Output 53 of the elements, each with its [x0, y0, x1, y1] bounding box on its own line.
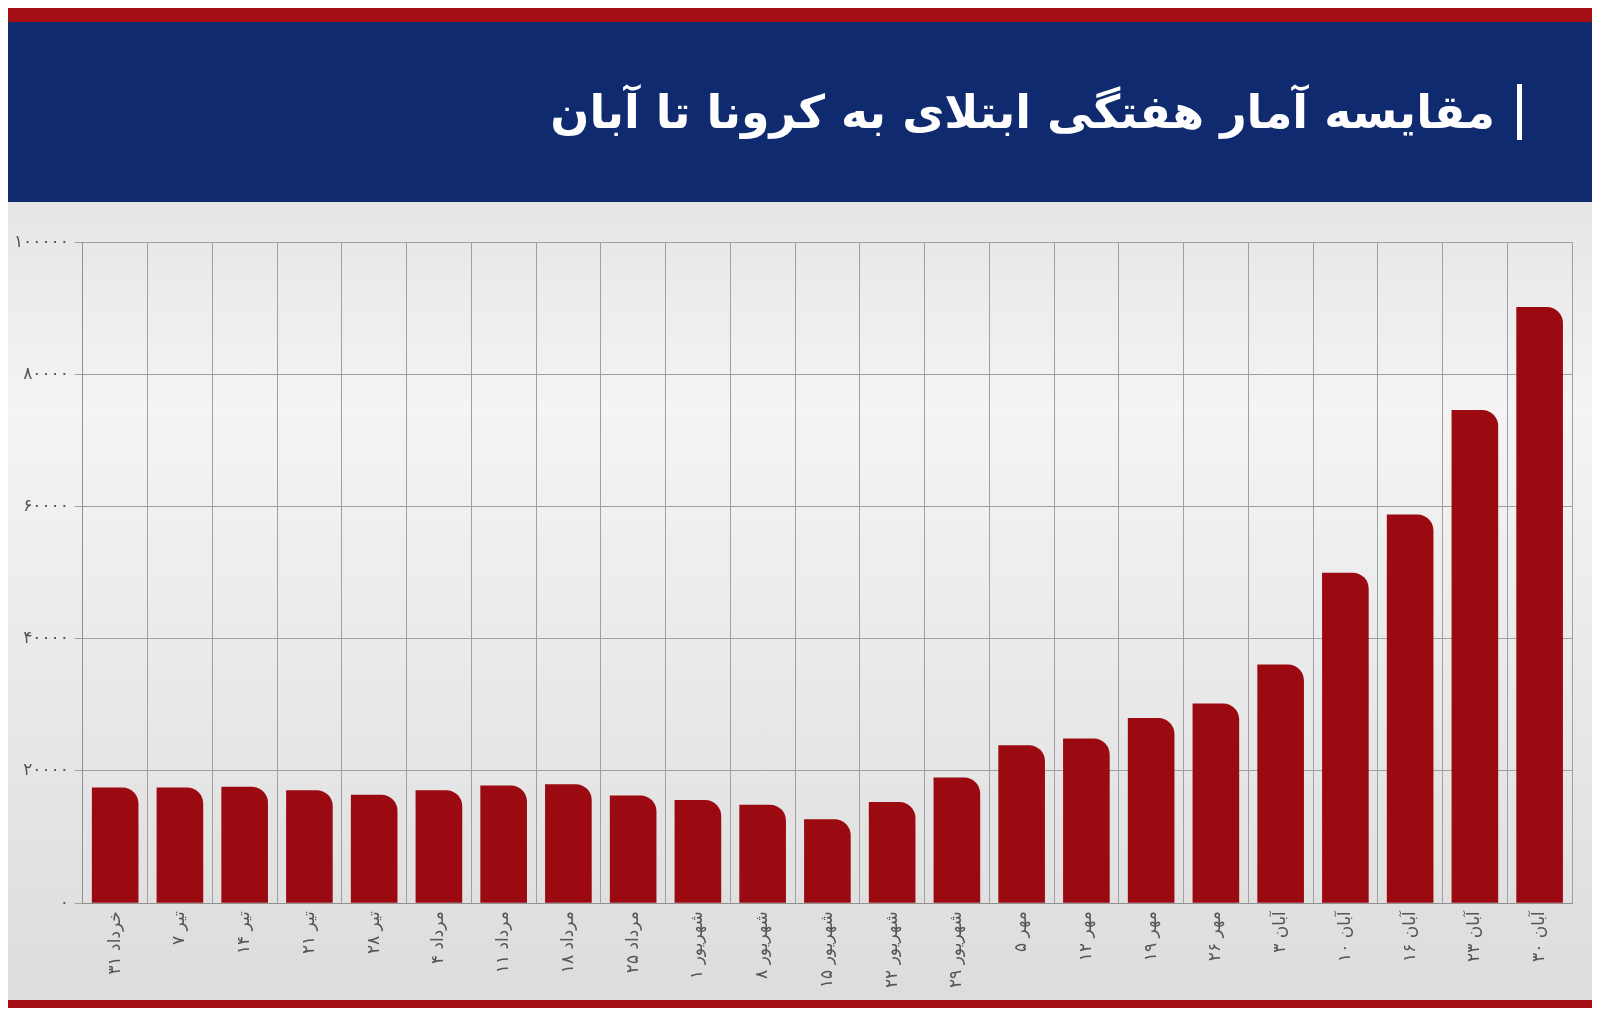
x-tick-label: ۳۰ آبان	[1527, 909, 1549, 962]
x-tick-label: ۱ شهریور	[686, 911, 708, 979]
x-tick-label: ۴ مرداد	[427, 911, 448, 965]
x-tick-label: ۱۵ شهریور	[815, 911, 837, 989]
x-tick-label: ۵ مهر	[1010, 911, 1032, 953]
x-tick-label: ۲۱ تیر	[297, 910, 318, 955]
y-tick-label: ۸۰۰۰۰	[23, 362, 69, 383]
x-tick-label: ۱۲ مهر	[1074, 911, 1096, 962]
chart-title: مقایسه آمار هفتگی ابتلای به کرونا تا آبان	[550, 85, 1495, 139]
bar	[609, 795, 657, 903]
x-tick-label: ۲۵ مرداد	[621, 911, 642, 974]
bar	[91, 787, 139, 903]
x-tick-label: ۲۹ شهریور	[945, 911, 967, 989]
x-tick-label: ۱۰ آبان	[1332, 909, 1354, 962]
bar	[480, 785, 527, 903]
bar	[868, 802, 916, 903]
x-tick-label: ۲۶ مهر	[1204, 911, 1226, 962]
bar	[221, 786, 268, 903]
x-tick-label: ۱۸ مرداد	[556, 911, 577, 974]
bar	[1063, 738, 1110, 903]
bar	[1192, 703, 1240, 903]
bar	[1516, 306, 1563, 903]
x-tick-label: ۱۱ مرداد	[492, 911, 513, 974]
x-tick-label: ۳۱ خرداد	[103, 911, 124, 975]
bar	[415, 790, 463, 903]
bar	[156, 787, 204, 903]
bar	[1127, 718, 1175, 903]
bar	[1386, 514, 1434, 903]
bar	[350, 794, 398, 903]
y-tick-label: ۲۰۰۰۰	[23, 759, 69, 780]
x-tick-label: ۳ آبان	[1268, 909, 1290, 953]
bar	[674, 800, 722, 903]
bar	[1451, 410, 1499, 903]
bar	[286, 790, 333, 903]
x-tick-label: ۸ شهریور	[751, 911, 773, 979]
x-tick-label: ۷ تیر	[168, 910, 189, 945]
x-tick-label: ۲۳ آبان	[1462, 909, 1484, 962]
bar	[998, 745, 1045, 903]
y-tick-label: ۰	[59, 891, 69, 912]
bar	[545, 784, 592, 903]
y-tick-label: ۱۰۰۰۰۰	[13, 230, 69, 251]
x-tick-label: ۱۹ مهر	[1139, 911, 1161, 962]
y-tick-label: ۶۰۰۰۰	[23, 495, 69, 515]
x-tick-label: ۲۸ تیر	[362, 910, 383, 955]
bar	[1257, 664, 1304, 903]
bar	[1322, 572, 1369, 903]
y-tick-label: ۴۰۰۰۰	[23, 627, 69, 648]
x-tick-label: ۱۶ آبان	[1397, 909, 1419, 962]
bar	[739, 804, 786, 903]
x-tick-label: ۱۴ تیر	[233, 910, 254, 955]
x-tick-label: ۲۲ شهریور	[880, 911, 902, 989]
bar	[933, 777, 981, 903]
bar	[804, 819, 851, 903]
